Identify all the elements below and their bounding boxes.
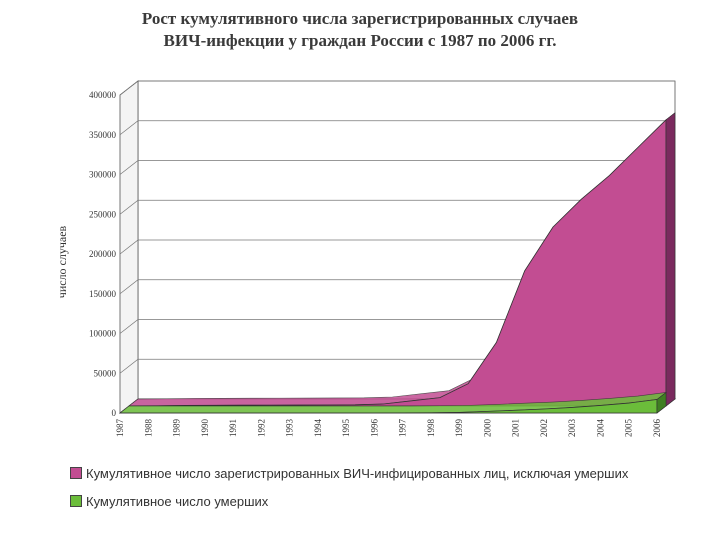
- x-tick-label: 2000: [482, 419, 492, 438]
- x-tick-label: 2002: [539, 419, 549, 437]
- series-infected: [128, 112, 676, 407]
- series-area: [120, 399, 658, 414]
- series-area: [128, 118, 667, 407]
- series-layer: [119, 112, 676, 414]
- y-tick-label: 250000: [89, 209, 117, 219]
- grid-line: [119, 120, 675, 136]
- y-tick-label: 400000: [89, 90, 117, 100]
- series-end-cap: [665, 112, 676, 407]
- series-deceased: [119, 391, 668, 414]
- y-axis-label: число случаев: [55, 225, 69, 298]
- chart-title: Рост кумулятивного числа зарегистрирован…: [0, 8, 720, 52]
- x-axis-ticks: 1987 1988 1989 1990 1991 1992 1993 1994 1995 1996…: [115, 419, 662, 438]
- x-tick-label: 1996: [369, 419, 379, 438]
- grid-lines: [119, 80, 675, 374]
- y-axis-ticks: 0 50000 100000 150000 200000 250000 300000 3500…: [89, 90, 117, 418]
- grid-line: [119, 279, 675, 295]
- x-tick-label: 1999: [454, 419, 464, 438]
- x-tick-label: 1988: [143, 419, 153, 438]
- x-tick-label: 1991: [228, 419, 238, 437]
- legend-label-infected: Кумулятивное число зарегистрированных ВИ…: [86, 466, 629, 481]
- x-tick-label: 2001: [511, 419, 521, 437]
- legend-label-deceased: Кумулятивное число умерших: [86, 494, 269, 509]
- chart-title-line-2: ВИЧ-инфекции у граждан России с 1987 по …: [163, 31, 557, 50]
- legend-swatch-deceased: [70, 495, 82, 507]
- y-tick-label: 50000: [94, 368, 117, 378]
- grid-line: [119, 80, 675, 96]
- x-tick-label: 2004: [595, 419, 605, 438]
- x-tick-label: 2003: [567, 419, 577, 438]
- x-tick-label: 2006: [652, 419, 662, 438]
- grid-line: [119, 319, 675, 334]
- legend-item-infected: Кумулятивное число зарегистрированных ВИ…: [70, 466, 628, 481]
- x-tick-label: 1990: [200, 419, 210, 438]
- x-tick-label: 1987: [115, 419, 125, 438]
- y-tick-label: 150000: [89, 289, 117, 299]
- x-tick-label: 1992: [256, 419, 266, 437]
- y-tick-label: 350000: [89, 130, 117, 140]
- y-tick-label: 200000: [89, 249, 117, 259]
- y-tick-label: 100000: [89, 329, 117, 339]
- series-end-cap: [656, 391, 667, 414]
- x-tick-label: 1997: [398, 419, 408, 438]
- x-tick-label: 1993: [285, 419, 295, 438]
- x-tick-label: 1989: [172, 419, 182, 438]
- grid-line: [119, 199, 675, 215]
- grid-line: [119, 239, 675, 255]
- x-tick-label: 2005: [624, 419, 634, 438]
- chart-title-line-1: Рост кумулятивного числа зарегистрирован…: [141, 9, 579, 28]
- y-tick-label: 0: [112, 408, 117, 418]
- x-tick-label: 1998: [426, 419, 436, 438]
- grid-line: [119, 160, 675, 175]
- y-tick-label: 300000: [89, 170, 117, 180]
- x-tick-label: 1995: [341, 419, 351, 438]
- legend-swatch-infected: [70, 467, 82, 479]
- x-tick-label: 1994: [313, 419, 323, 438]
- legend-item-deceased: Кумулятивное число умерших: [70, 494, 268, 509]
